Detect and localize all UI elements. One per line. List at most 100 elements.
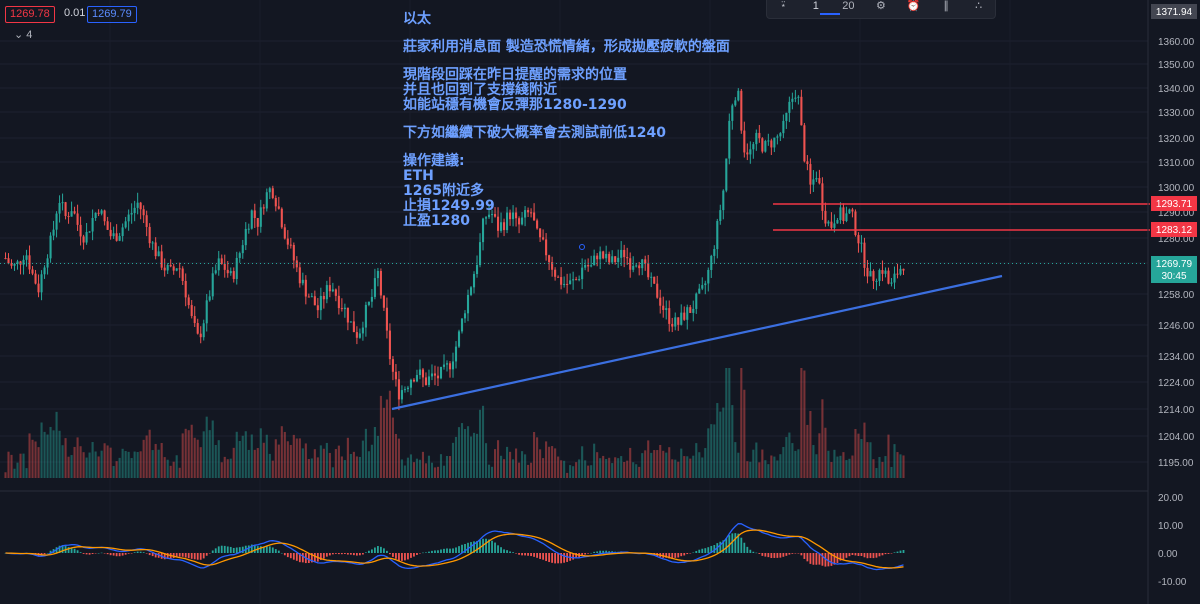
- candle-body: [349, 321, 352, 323]
- volume-bar: [226, 459, 229, 478]
- macd-histogram-bar: [349, 553, 352, 555]
- candle-body: [28, 255, 31, 270]
- volume-bar: [97, 456, 100, 478]
- macd-histogram-bar: [253, 544, 256, 553]
- candle-body: [572, 279, 575, 281]
- macd-histogram-bar: [79, 552, 82, 553]
- candle-body: [172, 266, 175, 271]
- macd-histogram-bar: [368, 550, 370, 553]
- macd-histogram-bar: [301, 553, 304, 563]
- candle-body: [136, 202, 139, 208]
- volume-bar: [626, 460, 629, 478]
- volume-bar: [896, 452, 899, 478]
- candle-body: [590, 265, 593, 267]
- volume-bar: [322, 448, 325, 478]
- alert-icon[interactable]: ⏰: [906, 0, 921, 12]
- candle-body: [298, 267, 301, 284]
- volume-bar: [238, 440, 241, 478]
- volume-bar: [487, 464, 491, 478]
- macd-histogram-bar: [235, 547, 238, 553]
- volume-bar: [346, 437, 349, 478]
- volume-bar: [878, 457, 881, 478]
- candle-body: [632, 265, 635, 270]
- macd-axis[interactable]: 20.00 10.00 0.00 -10.00: [1158, 493, 1187, 588]
- volume-bar: [88, 452, 91, 478]
- candle-body: [226, 269, 229, 274]
- volume-bar: [178, 467, 181, 478]
- macd-histogram-bar: [223, 545, 226, 553]
- macd-histogram-bar: [686, 553, 689, 555]
- macd-histogram-bar: [785, 553, 788, 556]
- macd-histogram-bar: [187, 553, 190, 559]
- candle-body: [659, 297, 662, 306]
- volume-bar: [286, 441, 289, 478]
- analysis-annotation[interactable]: 以太 莊家利用消息面 製造恐慌情緒，形成拋壓疲軟的盤面 現階段回踩在昨日提醒的需求的…: [403, 12, 730, 229]
- macd-histogram-bar: [485, 538, 487, 553]
- macd-histogram-bar: [449, 548, 451, 553]
- volume-bar: [728, 368, 731, 478]
- volume-bar: [704, 448, 707, 478]
- macd-histogram-bar: [419, 553, 421, 554]
- volume-bar: [500, 455, 503, 478]
- macd-histogram-bar: [232, 547, 235, 553]
- columns-icon[interactable]: ∥: [943, 0, 949, 12]
- bid-price[interactable]: 1269.78: [5, 6, 55, 23]
- macd-histogram-bar: [250, 544, 253, 553]
- interval-button-20[interactable]: 20: [842, 0, 855, 12]
- ask-price[interactable]: 1269.79: [87, 6, 137, 23]
- volume-bar: [659, 444, 662, 478]
- volume-bar: [355, 456, 358, 478]
- candle-body: [782, 120, 785, 134]
- macd-histogram-bar: [845, 553, 848, 558]
- volume-bar: [644, 450, 647, 478]
- macd-histogram-bar: [46, 552, 49, 554]
- marker-dot: [579, 244, 585, 250]
- volume-bar: [518, 462, 521, 478]
- more-icon[interactable]: ∴: [975, 0, 983, 12]
- macd-histogram-bar: [515, 553, 517, 554]
- volume-bar: [515, 448, 518, 478]
- candle-body: [860, 242, 863, 244]
- candle-body: [821, 183, 824, 211]
- volume-bar: [599, 458, 602, 478]
- candle-body: [484, 217, 488, 219]
- candle-body: [737, 90, 740, 101]
- macd-histogram-bar: [425, 552, 427, 553]
- volume-bar: [235, 431, 238, 478]
- macd-histogram-bar: [91, 553, 94, 555]
- candle-body: [325, 285, 328, 300]
- volume-bar: [34, 441, 37, 478]
- candle-body: [605, 253, 608, 259]
- price-axis[interactable]: 1360.00 1350.00 1340.00 1330.00 1320.00 1310.…: [1158, 37, 1195, 469]
- volume-bar: [337, 445, 340, 478]
- macd-histogram-bar: [166, 553, 169, 559]
- interval-button-1[interactable]: 1: [812, 0, 819, 12]
- candle-body: [4, 258, 7, 259]
- candle-body: [82, 236, 85, 243]
- indicator-add-icon[interactable]: ⍣: [779, 0, 787, 11]
- candle-body: [235, 257, 238, 279]
- settings-icon[interactable]: ⚙: [876, 0, 886, 12]
- volume-bar: [496, 440, 500, 478]
- macd-histogram-bar: [473, 541, 475, 553]
- annotation-line: 止損1249.99: [403, 198, 495, 214]
- candle-body: [608, 253, 611, 263]
- support-trendline[interactable]: [391, 274, 1003, 411]
- macd-histogram-bar: [701, 548, 704, 553]
- macd-histogram-bar: [395, 553, 397, 559]
- indicator-collapse-toggle[interactable]: ⌄ 4: [14, 29, 33, 41]
- volume-bar: [698, 452, 701, 478]
- candle-body: [650, 276, 653, 278]
- candle-body: [346, 307, 349, 323]
- macd-histogram-bar: [136, 551, 139, 553]
- candlestick-series: [4, 88, 905, 411]
- volume-bar: [707, 428, 710, 478]
- macd-histogram-bar: [833, 553, 836, 565]
- volume-bar: [277, 444, 280, 478]
- macd-histogram-bar: [539, 553, 541, 559]
- volume-bar: [899, 454, 902, 478]
- candle-body: [599, 251, 602, 260]
- macd-histogram-bar: [674, 553, 677, 558]
- volume-bar: [436, 466, 440, 478]
